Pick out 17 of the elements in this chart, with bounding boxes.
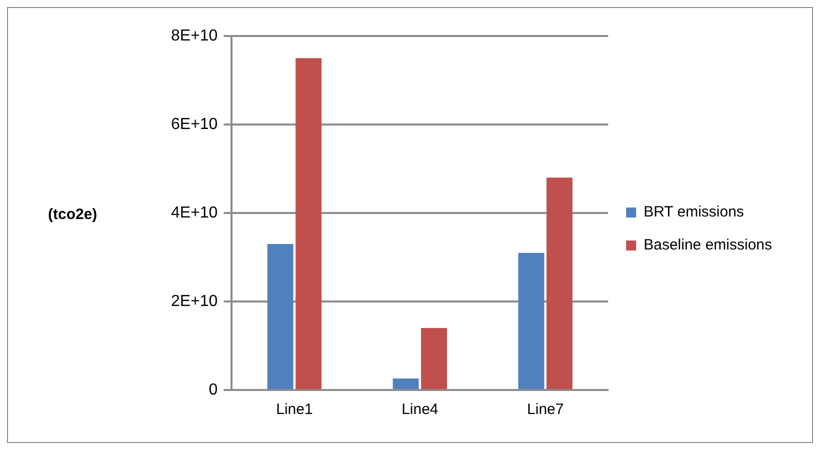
bar xyxy=(421,328,448,389)
legend-label: BRT emissions xyxy=(644,204,744,221)
x-tick-label: Line7 xyxy=(527,401,564,418)
x-tick-label: Line1 xyxy=(276,401,313,418)
y-tick-label: 4E+10 xyxy=(170,204,218,222)
bar xyxy=(392,378,419,389)
x-tick-label: Line4 xyxy=(402,401,438,418)
y-tick-label: 8E+10 xyxy=(170,27,218,44)
bar xyxy=(267,244,294,389)
y-tick-label: 2E+10 xyxy=(170,292,218,310)
bar xyxy=(296,58,322,389)
y-tick-label: 0 xyxy=(208,381,218,398)
y-tick-label: 6E+10 xyxy=(170,116,218,133)
bar xyxy=(546,178,572,389)
legend-label: Baseline emissions xyxy=(644,236,772,254)
y-axis-title: (tco2e) xyxy=(48,206,98,223)
bar xyxy=(518,252,544,389)
